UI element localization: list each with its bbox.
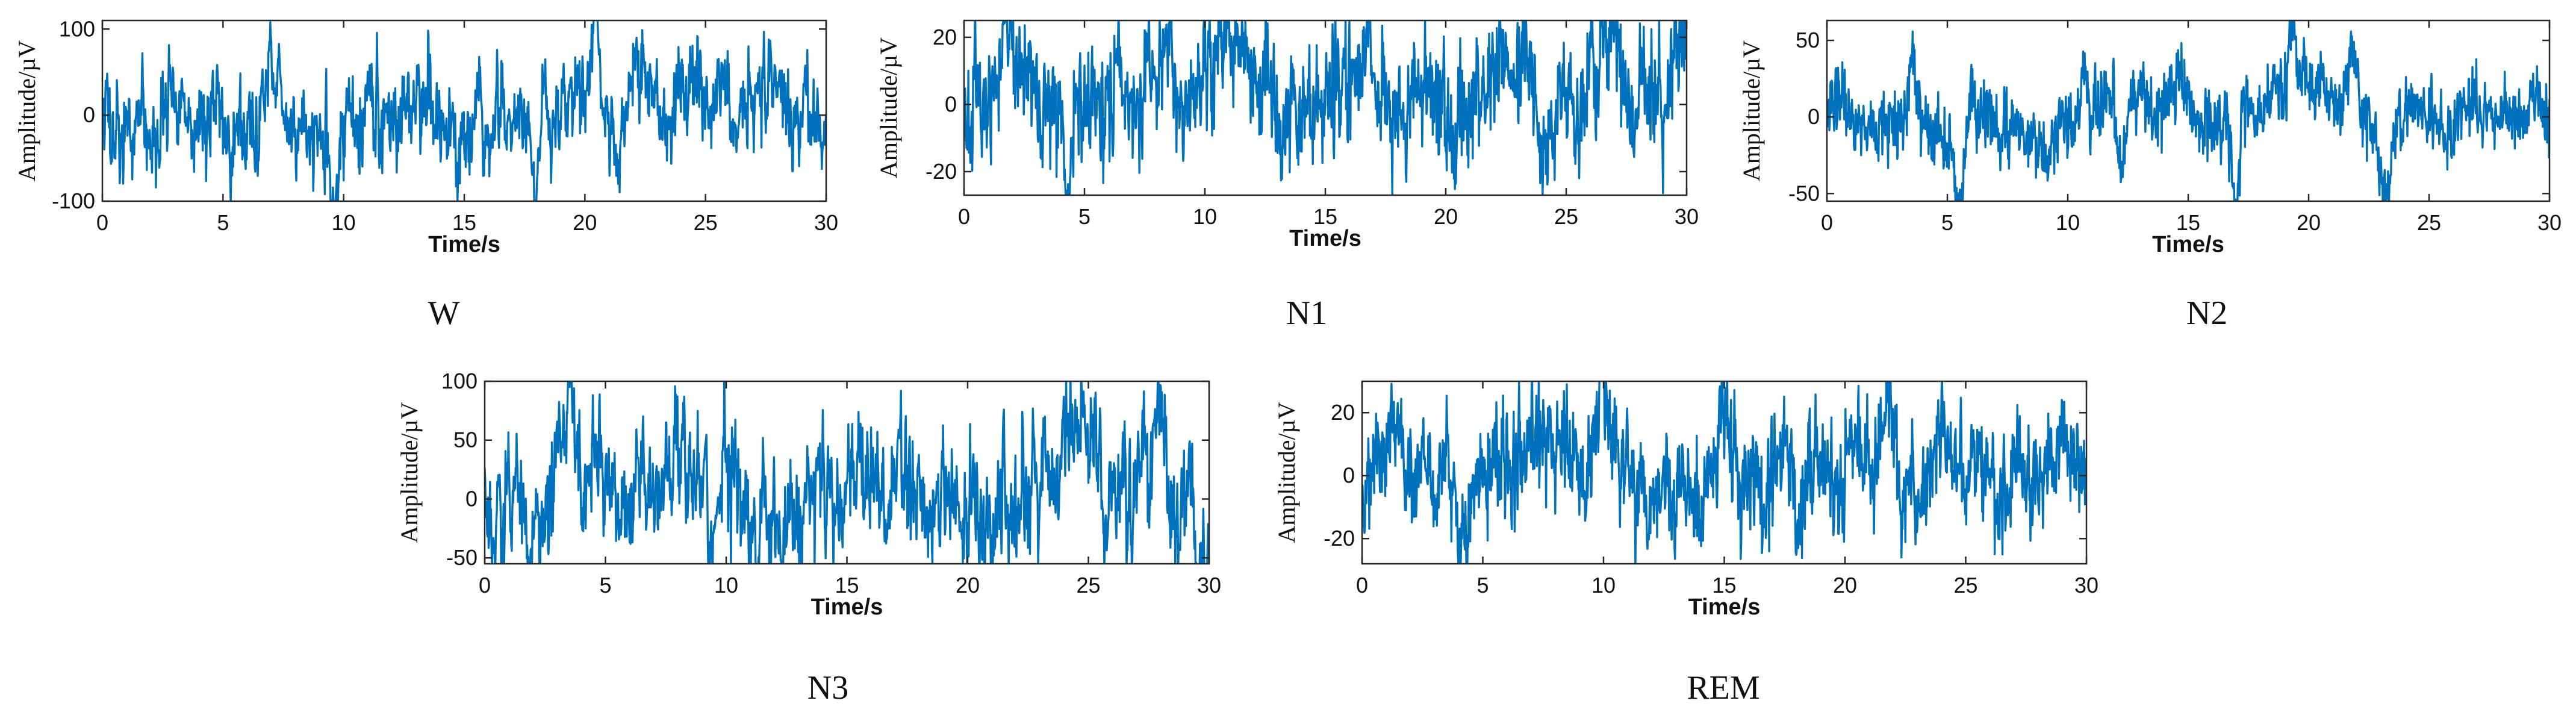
x-tick-label: 25 <box>1554 204 1578 229</box>
x-tick-label: 10 <box>1591 573 1616 598</box>
y-axis-label: Amplitude/µV <box>875 37 902 178</box>
y-tick-label: -50 <box>446 545 478 570</box>
signal-line <box>964 20 1687 195</box>
x-tick-label: 30 <box>2537 210 2562 235</box>
x-tick-label: 10 <box>332 210 356 235</box>
x-tick-label: 25 <box>1076 573 1100 598</box>
x-tick-label: 20 <box>1833 573 1857 598</box>
y-axis-label: Amplitude/µV <box>1273 402 1300 543</box>
x-tick-label: 0 <box>1356 573 1368 598</box>
x-axis-label: Time/s <box>811 594 883 620</box>
x-axis-label: Time/s <box>1688 594 1761 620</box>
signal-line <box>102 20 826 201</box>
y-axis-label: Amplitude/µV <box>1738 40 1765 181</box>
x-tick-label: 5 <box>1078 204 1090 229</box>
y-tick-label: 0 <box>945 92 957 116</box>
x-tick-label: 30 <box>1197 573 1221 598</box>
x-tick-label: 20 <box>573 210 597 235</box>
y-tick-label: 0 <box>465 486 478 511</box>
x-tick-label: 15 <box>452 210 476 235</box>
y-tick-label: 100 <box>441 369 478 393</box>
y-tick-label: -20 <box>926 159 957 184</box>
x-tick-label: 5 <box>217 210 229 235</box>
caption-rem: REM <box>1687 669 1760 707</box>
y-tick-label: 20 <box>933 25 957 49</box>
x-tick-label: 20 <box>956 573 980 598</box>
x-tick-label: 15 <box>1313 204 1337 229</box>
x-tick-label: 30 <box>1675 204 1699 229</box>
caption-n2: N2 <box>2186 295 2228 332</box>
y-tick-label: -20 <box>1324 526 1355 551</box>
x-tick-label: 20 <box>2297 210 2321 235</box>
y-tick-label: 0 <box>1808 104 1820 129</box>
y-tick-label: 20 <box>1331 400 1355 425</box>
x-tick-label: 25 <box>1953 573 1977 598</box>
x-tick-label: 10 <box>714 573 738 598</box>
x-tick-label: 30 <box>2074 573 2098 598</box>
x-tick-label: 30 <box>814 210 838 235</box>
y-axis-label: Amplitude/µV <box>13 40 40 181</box>
y-tick-label: 0 <box>1343 463 1355 488</box>
x-tick-label: 25 <box>2417 210 2441 235</box>
x-tick-label: 5 <box>1941 210 1953 235</box>
x-tick-label: 5 <box>1476 573 1489 598</box>
y-axis-label: Amplitude/µV <box>396 402 423 543</box>
x-tick-label: 25 <box>694 210 718 235</box>
x-tick-label: 20 <box>1434 204 1458 229</box>
caption-n1: N1 <box>1286 295 1328 332</box>
x-tick-label: 10 <box>1193 204 1217 229</box>
signal-line <box>1362 381 2086 564</box>
x-tick-label: 0 <box>479 573 491 598</box>
y-tick-label: 50 <box>453 428 478 452</box>
y-tick-label: -50 <box>1788 181 1820 205</box>
signal-line <box>1827 20 2550 201</box>
caption-n3: N3 <box>807 669 849 707</box>
x-tick-label: 0 <box>1821 210 1833 235</box>
caption-w: W <box>428 295 460 332</box>
y-tick-label: -100 <box>52 189 95 213</box>
signal-line <box>485 381 1209 564</box>
x-axis-label: Time/s <box>1289 226 1361 251</box>
x-tick-label: 15 <box>1712 573 1736 598</box>
x-tick-label: 15 <box>2176 210 2200 235</box>
x-tick-label: 15 <box>835 573 859 598</box>
x-tick-label: 10 <box>2056 210 2080 235</box>
x-axis-label: Time/s <box>428 232 500 257</box>
x-axis-label: Time/s <box>2152 232 2224 257</box>
y-tick-label: 0 <box>83 102 95 127</box>
x-tick-label: 0 <box>958 204 970 229</box>
y-tick-label: 100 <box>59 16 95 41</box>
x-tick-label: 5 <box>599 573 611 598</box>
y-tick-label: 50 <box>1796 28 1820 52</box>
x-tick-label: 0 <box>96 210 108 235</box>
